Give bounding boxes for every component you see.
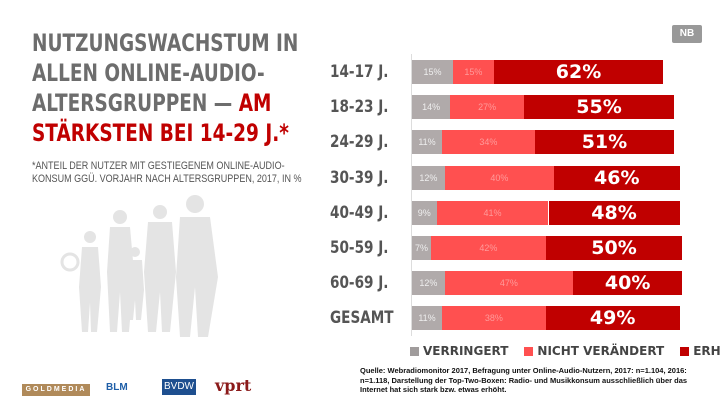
data-label: 12% bbox=[419, 172, 438, 183]
bar-segment-verringert: 14% bbox=[412, 95, 451, 120]
bar-segment-erhoeht: 46% bbox=[553, 165, 680, 190]
bar-segment-erhoeht: 49% bbox=[545, 306, 680, 331]
data-label: 15% bbox=[423, 67, 442, 77]
data-label: 34% bbox=[479, 137, 498, 148]
data-label: 38% bbox=[484, 313, 503, 324]
legend-item-nicht-veraendert: NICHT VERÄNDERT bbox=[524, 344, 664, 358]
bar-segment-verringert: 11% bbox=[412, 130, 443, 155]
bar-segment-erhoeht: 48% bbox=[548, 200, 680, 225]
data-label: 55% bbox=[576, 96, 622, 119]
data-label: 40% bbox=[604, 272, 651, 295]
bar-segment-verringert: 9% bbox=[412, 200, 437, 225]
bar-segment-nicht-veraendert: 40% bbox=[444, 165, 554, 190]
bar-segment-verringert: 12% bbox=[412, 271, 445, 296]
bar-segment-verringert: 11% bbox=[412, 306, 443, 331]
title-highlight: AM STÄRKSTEN BEI 14-29 J.* bbox=[32, 89, 289, 147]
data-label: 41% bbox=[483, 207, 502, 218]
legend-swatch bbox=[524, 346, 534, 356]
title-main: NUTZUNGSWACHSTUM IN ALLEN ONLINE-AUDIO-A… bbox=[32, 29, 299, 117]
data-label: 14% bbox=[422, 102, 441, 113]
legend-item-verringert: VERRINGERT bbox=[410, 344, 508, 358]
data-label: 11% bbox=[418, 137, 436, 148]
data-label: 40% bbox=[490, 172, 509, 183]
data-label: 46% bbox=[594, 166, 640, 189]
category-label: 18-23 J. bbox=[330, 97, 389, 118]
data-label: 47% bbox=[499, 278, 518, 289]
bar-segment-nicht-veraendert: 34% bbox=[442, 130, 535, 155]
legend-swatch bbox=[410, 346, 419, 356]
legend-label: ERHÖHT bbox=[693, 344, 720, 358]
data-label: 9% bbox=[417, 207, 431, 218]
bar-segment-nicht-veraendert: 41% bbox=[436, 200, 549, 225]
bar-segment-verringert: 7% bbox=[412, 236, 432, 260]
category-label: 14-17 J. bbox=[330, 62, 389, 82]
chart-axis-line bbox=[411, 54, 412, 336]
data-label: 62% bbox=[555, 61, 602, 83]
legend-item-erhoeht: ERHÖHT bbox=[680, 344, 720, 358]
logo-vprt: vprt bbox=[215, 376, 252, 395]
category-label: 40-49 J. bbox=[330, 202, 389, 223]
bar-segment-erhoeht: 62% bbox=[493, 60, 664, 84]
bar-segment-verringert: 15% bbox=[412, 60, 453, 84]
data-label: 42% bbox=[479, 243, 498, 253]
data-label: 49% bbox=[589, 307, 636, 330]
data-label: 50% bbox=[591, 237, 637, 259]
bar-segment-erhoeht: 51% bbox=[534, 130, 675, 155]
bar-segment-erhoeht: 40% bbox=[573, 271, 683, 296]
data-label: 15% bbox=[464, 67, 483, 77]
legend-label: NICHT VERÄNDERT bbox=[537, 344, 665, 358]
subtitle: *ANTEIL DER NUTZER MIT GESTIEGENEM ONLIN… bbox=[32, 160, 302, 185]
nb-badge: NB bbox=[672, 25, 702, 43]
people-silhouettes-image bbox=[60, 195, 218, 337]
data-label: 27% bbox=[478, 102, 497, 113]
category-label: 60-69 J. bbox=[330, 273, 389, 294]
legend-swatch bbox=[680, 346, 690, 356]
page-title: NUTZUNGSWACHSTUM IN ALLEN ONLINE-AUDIO-A… bbox=[32, 28, 334, 148]
bar-segment-nicht-veraendert: 38% bbox=[442, 306, 546, 331]
bar-segment-erhoeht: 50% bbox=[545, 236, 683, 260]
data-label: 11% bbox=[418, 313, 436, 324]
data-label: 48% bbox=[591, 201, 637, 224]
category-label: 50-59 J. bbox=[330, 238, 389, 258]
bar-segment-nicht-veraendert: 27% bbox=[450, 95, 524, 120]
chart-legend: VERRINGERT NICHT VERÄNDERT ERHÖHT bbox=[410, 344, 720, 358]
data-label: 7% bbox=[415, 243, 429, 253]
bar-segment-erhoeht: 55% bbox=[523, 95, 675, 120]
category-label: 30-39 J. bbox=[330, 167, 389, 188]
legend-label: VERRINGERT bbox=[423, 344, 509, 358]
logo-goldmedia: GOLDMEDIA bbox=[22, 384, 90, 396]
bar-segment-nicht-veraendert: 42% bbox=[431, 236, 546, 260]
bar-segment-nicht-veraendert: 47% bbox=[444, 271, 574, 296]
logo-blm: BLM bbox=[106, 382, 128, 393]
bar-segment-verringert: 12% bbox=[412, 165, 445, 190]
data-label: 51% bbox=[581, 131, 628, 154]
source-note: Quelle: Webradiomonitor 2017, Befragung … bbox=[360, 366, 688, 394]
bar-segment-nicht-veraendert: 15% bbox=[452, 60, 494, 84]
logo-bvdw: BVDW bbox=[162, 379, 196, 395]
data-label: 12% bbox=[419, 278, 438, 289]
category-label: 24-29 J. bbox=[330, 132, 389, 153]
category-label: GESAMT bbox=[330, 308, 394, 329]
